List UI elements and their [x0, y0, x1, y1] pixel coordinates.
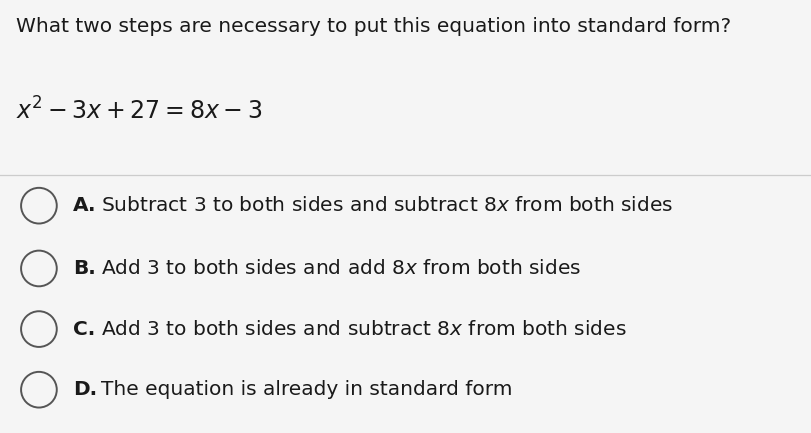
Text: The equation is already in standard form: The equation is already in standard form	[101, 380, 513, 399]
Text: D.: D.	[73, 380, 97, 399]
Text: Add 3 to both sides and add 8$x$ from both sides: Add 3 to both sides and add 8$x$ from bo…	[101, 259, 581, 278]
Text: $x^2 - 3x + 27 = 8x - 3$: $x^2 - 3x + 27 = 8x - 3$	[16, 97, 263, 125]
Text: Add 3 to both sides and subtract 8$x$ from both sides: Add 3 to both sides and subtract 8$x$ fr…	[101, 320, 627, 339]
Text: C.: C.	[73, 320, 95, 339]
Text: A.: A.	[73, 196, 97, 215]
Text: What two steps are necessary to put this equation into standard form?: What two steps are necessary to put this…	[16, 17, 732, 36]
Text: B.: B.	[73, 259, 96, 278]
Text: Subtract 3 to both sides and subtract 8$x$ from both sides: Subtract 3 to both sides and subtract 8$…	[101, 196, 673, 215]
